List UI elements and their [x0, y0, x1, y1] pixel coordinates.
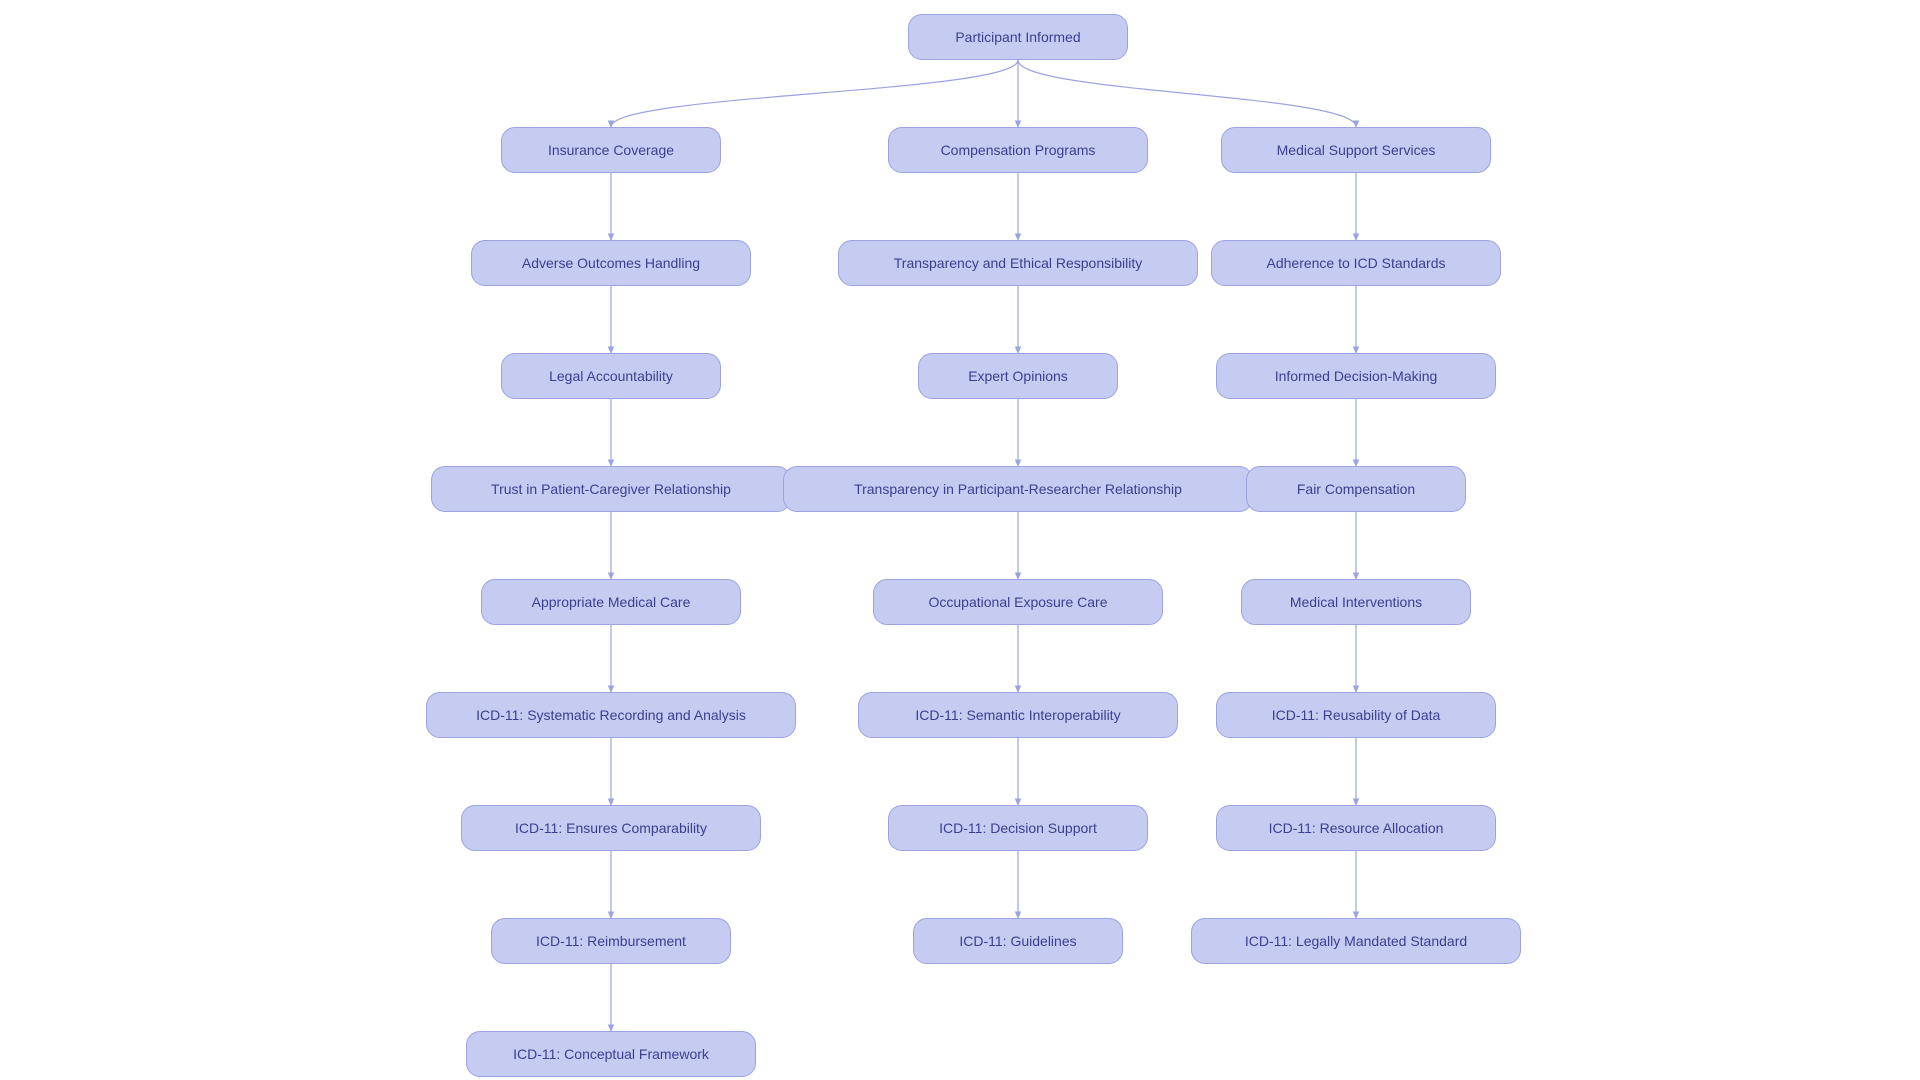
node-label: Compensation Programs: [941, 142, 1096, 158]
node-b4: Occupational Exposure Care: [873, 579, 1163, 625]
node-label: Informed Decision-Making: [1275, 368, 1438, 384]
node-c5: ICD-11: Reusability of Data: [1216, 692, 1496, 738]
node-label: Medical Support Services: [1277, 142, 1436, 158]
node-b5: ICD-11: Semantic Interoperability: [858, 692, 1178, 738]
node-label: ICD-11: Semantic Interoperability: [915, 707, 1120, 723]
node-b2: Expert Opinions: [918, 353, 1118, 399]
node-label: ICD-11: Reusability of Data: [1272, 707, 1441, 723]
node-a4: Appropriate Medical Care: [481, 579, 741, 625]
node-c4: Medical Interventions: [1241, 579, 1471, 625]
node-label: Adherence to ICD Standards: [1267, 255, 1446, 271]
node-label: ICD-11: Ensures Comparability: [515, 820, 707, 836]
node-label: Participant Informed: [955, 29, 1080, 45]
node-c2: Informed Decision-Making: [1216, 353, 1496, 399]
node-label: Occupational Exposure Care: [929, 594, 1108, 610]
node-a2: Legal Accountability: [501, 353, 721, 399]
node-b0: Compensation Programs: [888, 127, 1148, 173]
node-b1: Transparency and Ethical Responsibility: [838, 240, 1198, 286]
node-label: ICD-11: Systematic Recording and Analysi…: [476, 707, 746, 723]
node-c0: Medical Support Services: [1221, 127, 1491, 173]
node-a5: ICD-11: Systematic Recording and Analysi…: [426, 692, 796, 738]
node-a3: Trust in Patient-Caregiver Relationship: [431, 466, 791, 512]
node-label: Transparency in Participant-Researcher R…: [854, 481, 1182, 497]
node-a0: Insurance Coverage: [501, 127, 721, 173]
node-label: Transparency and Ethical Responsibility: [894, 255, 1143, 271]
node-a8: ICD-11: Conceptual Framework: [466, 1031, 756, 1077]
node-label: Fair Compensation: [1297, 481, 1415, 497]
node-b7: ICD-11: Guidelines: [913, 918, 1123, 964]
edge-root-a0: [611, 60, 1018, 127]
node-label: Legal Accountability: [549, 368, 673, 384]
node-label: ICD-11: Resource Allocation: [1269, 820, 1444, 836]
node-label: Adverse Outcomes Handling: [522, 255, 700, 271]
node-c3: Fair Compensation: [1246, 466, 1466, 512]
node-label: ICD-11: Decision Support: [939, 820, 1097, 836]
node-a6: ICD-11: Ensures Comparability: [461, 805, 761, 851]
edge-root-c0: [1018, 60, 1356, 127]
node-b3: Transparency in Participant-Researcher R…: [783, 466, 1253, 512]
node-c1: Adherence to ICD Standards: [1211, 240, 1501, 286]
node-label: Appropriate Medical Care: [532, 594, 691, 610]
node-root: Participant Informed: [908, 14, 1128, 60]
node-c6: ICD-11: Resource Allocation: [1216, 805, 1496, 851]
node-label: Medical Interventions: [1290, 594, 1422, 610]
node-label: ICD-11: Legally Mandated Standard: [1245, 933, 1467, 949]
node-c7: ICD-11: Legally Mandated Standard: [1191, 918, 1521, 964]
node-label: Trust in Patient-Caregiver Relationship: [491, 481, 731, 497]
node-a7: ICD-11: Reimbursement: [491, 918, 731, 964]
node-label: ICD-11: Reimbursement: [536, 933, 686, 949]
node-label: Insurance Coverage: [548, 142, 674, 158]
node-b6: ICD-11: Decision Support: [888, 805, 1148, 851]
node-label: ICD-11: Guidelines: [959, 933, 1076, 949]
node-label: ICD-11: Conceptual Framework: [513, 1046, 709, 1062]
node-a1: Adverse Outcomes Handling: [471, 240, 751, 286]
node-label: Expert Opinions: [968, 368, 1068, 384]
diagram-canvas: Participant Informed Insurance Coverage Ad…: [0, 0, 1920, 1080]
